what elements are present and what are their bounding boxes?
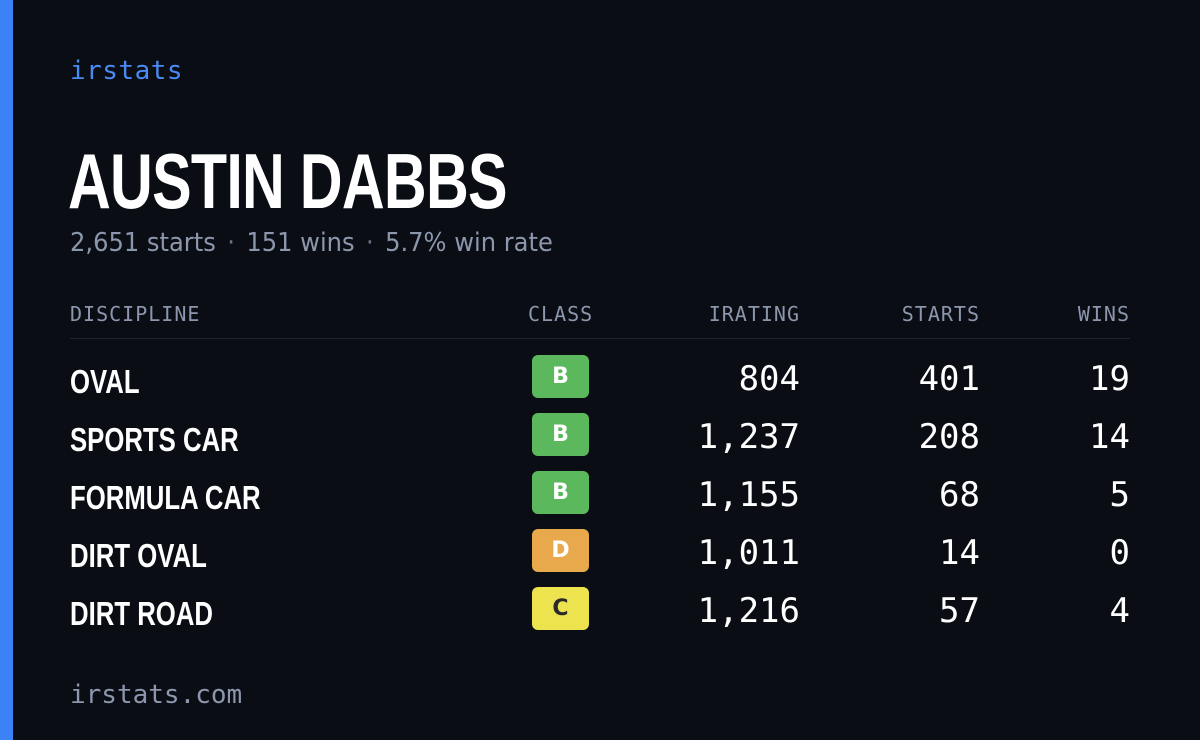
wins-summary: 151 wins [246, 228, 355, 258]
class-badge: B [532, 471, 589, 514]
driver-summary: 2,651 starts · 151 wins · 5.7% win rate [70, 228, 553, 258]
class-badge: B [532, 355, 589, 398]
wins-value: 5 [1109, 475, 1130, 515]
separator: · [227, 228, 235, 258]
discipline-name: SPORTS CAR [70, 421, 239, 458]
class-badge: B [532, 413, 589, 456]
discipline-name: DIRT ROAD [70, 595, 213, 632]
starts-summary: 2,651 starts [70, 228, 216, 258]
starts-value: 401 [918, 359, 980, 399]
wins-value: 4 [1109, 591, 1130, 631]
stats-table: DISCIPLINE CLASS IRATING STARTS WINS OVA… [70, 298, 1130, 645]
starts-value: 57 [939, 591, 980, 631]
irating-value: 1,155 [697, 475, 800, 515]
table-row: DIRT ROAD C 1,216 57 4 [70, 587, 1130, 645]
win-rate-summary: 5.7% win rate [385, 228, 553, 258]
table-header: DISCIPLINE CLASS IRATING STARTS WINS [70, 298, 1130, 339]
irating-value: 804 [738, 359, 800, 399]
irating-value: 1,011 [697, 533, 800, 573]
separator: · [366, 228, 374, 258]
table-row: OVAL B 804 401 19 [70, 355, 1130, 413]
wins-value: 14 [1089, 417, 1130, 457]
table-row: FORMULA CAR B 1,155 68 5 [70, 471, 1130, 529]
header-wins: WINS [1077, 302, 1130, 326]
footer-url: irstats.com [70, 680, 243, 710]
starts-value: 208 [918, 417, 980, 457]
class-badge: C [532, 587, 589, 630]
class-badge: D [532, 529, 589, 572]
brand-logo: irstats [70, 56, 184, 86]
irating-value: 1,237 [697, 417, 800, 457]
driver-name: AUSTIN DABBS [68, 137, 508, 225]
discipline-name: OVAL [70, 363, 140, 400]
header-irating: IRATING [708, 302, 800, 326]
starts-value: 14 [939, 533, 980, 573]
header-discipline: DISCIPLINE [70, 302, 201, 326]
irating-value: 1,216 [697, 591, 800, 631]
table-row: DIRT OVAL D 1,011 14 0 [70, 529, 1130, 587]
table-body: OVAL B 804 401 19 SPORTS CAR B 1,237 208 14 FORMUL… [70, 355, 1130, 645]
accent-bar [0, 0, 13, 740]
wins-value: 0 [1109, 533, 1130, 573]
starts-value: 68 [939, 475, 980, 515]
header-class: CLASS [528, 302, 594, 326]
table-row: SPORTS CAR B 1,237 208 14 [70, 413, 1130, 471]
discipline-name: FORMULA CAR [70, 479, 261, 516]
wins-value: 19 [1089, 359, 1130, 399]
header-starts: STARTS [901, 302, 980, 326]
discipline-name: DIRT OVAL [70, 537, 207, 574]
